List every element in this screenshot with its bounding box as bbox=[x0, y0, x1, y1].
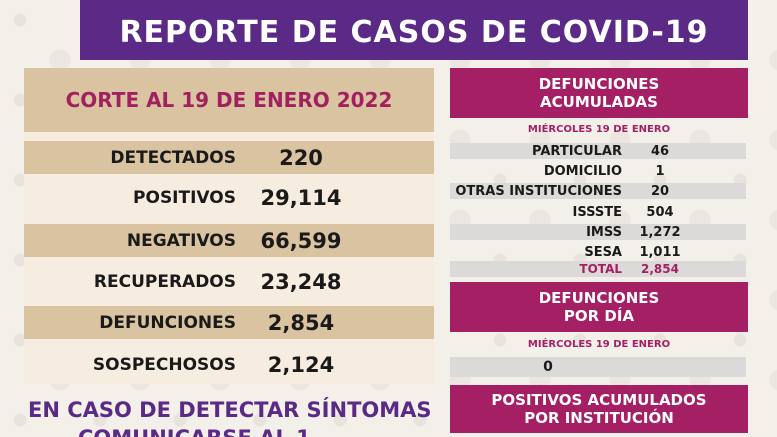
stat-row-recuperados: RECUPERADOS 23,248 bbox=[24, 265, 434, 298]
death-row-otras: OTRAS INSTITUCIONES 20 bbox=[450, 183, 746, 199]
header-line: ACUMULADAS bbox=[540, 93, 658, 111]
deaths-per-day-date: MIÉRCOLES 19 DE ENERO bbox=[527, 339, 671, 350]
header-line: POR INSTITUCIÓN bbox=[524, 409, 674, 427]
death-value: 1,272 bbox=[639, 224, 681, 240]
total-value: 2,854 bbox=[641, 262, 679, 276]
deaths-per-day-header: DEFUNCIONES POR DÍA bbox=[450, 282, 748, 332]
positives-by-institution-header: POSITIVOS ACUMULADOS POR INSTITUCIÓN bbox=[450, 385, 748, 433]
stat-label: NEGATIVOS bbox=[126, 230, 236, 251]
death-label: IMSS bbox=[586, 224, 622, 240]
stat-row-detectados: DETECTADOS 220 bbox=[24, 141, 434, 174]
deaths-per-day-value: 0 bbox=[450, 357, 746, 377]
death-row-sesa: SESA 1,011 bbox=[450, 244, 746, 260]
stat-label: RECUPERADOS bbox=[93, 271, 236, 292]
stat-label: DETECTADOS bbox=[110, 147, 236, 168]
death-row-total: TOTAL 2,854 bbox=[450, 261, 746, 277]
total-label: TOTAL bbox=[579, 262, 622, 276]
death-value: 1,011 bbox=[639, 244, 681, 260]
stat-value: 2,854 bbox=[267, 310, 335, 335]
death-value: 1 bbox=[655, 163, 665, 179]
death-label: OTRAS INSTITUCIONES bbox=[455, 183, 622, 199]
stat-value: 2,124 bbox=[267, 352, 335, 377]
stat-row-defunciones: DEFUNCIONES 2,854 bbox=[24, 306, 434, 339]
header-line: DEFUNCIONES bbox=[538, 289, 660, 307]
stat-label: DEFUNCIONES bbox=[99, 312, 236, 333]
death-row-particular: PARTICULAR 46 bbox=[450, 143, 746, 159]
report-title: REPORTE DE CASOS DE COVID-19 bbox=[80, 0, 748, 60]
deaths-accumulated-header: DEFUNCIONES ACUMULADAS bbox=[450, 68, 748, 118]
death-row-issste: ISSSTE 504 bbox=[450, 204, 746, 220]
stat-label: POSITIVOS bbox=[133, 187, 236, 208]
stat-row-sospechosos: SOSPECHOSOS 2,124 bbox=[24, 348, 434, 381]
cutoff-date: CORTE AL 19 DE ENERO 2022 bbox=[24, 68, 434, 132]
death-label: ISSSTE bbox=[572, 204, 622, 220]
death-label: SESA bbox=[584, 244, 622, 260]
general-stats-panel: CORTE AL 19 DE ENERO 2022 DETECTADOS 220… bbox=[24, 68, 434, 384]
stat-value: 66,599 bbox=[260, 228, 342, 253]
stat-value: 29,114 bbox=[260, 185, 342, 210]
death-value: 20 bbox=[650, 183, 670, 199]
stat-value: 220 bbox=[279, 145, 323, 170]
header-line: POSITIVOS ACUMULADOS bbox=[491, 391, 707, 409]
deaths-accumulated-date: MIÉRCOLES 19 DE ENERO bbox=[527, 124, 671, 135]
contact-call-to-action: COMUNICARSE AL 1 bbox=[78, 426, 478, 437]
header-line: POR DÍA bbox=[563, 307, 635, 325]
death-value: 504 bbox=[646, 204, 674, 220]
stat-row-negativos: NEGATIVOS 66,599 bbox=[24, 224, 434, 257]
death-value: 46 bbox=[650, 143, 670, 159]
death-label: PARTICULAR bbox=[532, 143, 622, 159]
stat-value: 23,248 bbox=[260, 269, 342, 294]
header-line: DEFUNCIONES bbox=[538, 75, 660, 93]
death-label: DOMICILIO bbox=[543, 163, 622, 179]
symptoms-call-to-action: EN CASO DE DETECTAR SÍNTOMAS bbox=[28, 398, 432, 422]
death-row-domicilio: DOMICILIO 1 bbox=[450, 163, 746, 179]
stat-label: SOSPECHOSOS bbox=[92, 354, 236, 375]
stat-row-positivos: POSITIVOS 29,114 bbox=[24, 181, 434, 214]
death-row-imss: IMSS 1,272 bbox=[450, 224, 746, 240]
